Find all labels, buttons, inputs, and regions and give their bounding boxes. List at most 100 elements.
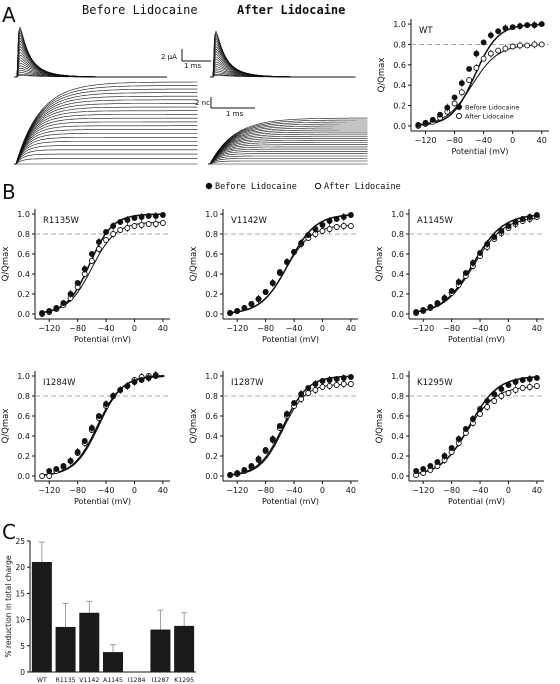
before-point [526,376,533,382]
after-point [512,387,519,393]
charge-traces-after [208,117,368,165]
charge-trace [208,158,368,165]
before-fit-curve [40,213,165,314]
y-tick-label: 0.6 [391,412,404,421]
before-point [458,80,465,87]
before-point [255,456,262,462]
chart-i1287w: 0.0 0.2 0.4 0.6 0.8 1.0 −120 −80 −40 0 40 Potential… [189,371,358,506]
y-tick-label: 0.0 [391,472,404,481]
before-point [248,463,255,469]
y-tick-label: 0.4 [391,432,404,441]
before-point [103,229,110,235]
charge-trace [14,95,198,165]
after-point [340,381,347,387]
after-point [477,411,484,417]
y-tick-label: 0.0 [391,310,404,319]
before-point [495,28,502,35]
before-point [524,22,531,29]
x-tick-label: 40 [532,486,542,495]
after-point [498,393,505,399]
after-point [326,226,333,232]
before-point [53,466,60,472]
after-point [152,221,159,227]
before-point [262,289,269,295]
charge-trace [14,129,198,165]
before-point [512,379,519,385]
after-point [538,41,545,48]
y-tick-label: 0.2 [391,452,404,461]
charge-trace [14,149,198,165]
before-point [333,216,340,222]
x-tick-label: 0 [132,486,137,495]
charge-trace [14,121,198,165]
current-trace [210,40,356,78]
category-label: A1145 [103,677,123,684]
y-tick-label: 0.8 [17,392,30,401]
before-point [74,449,81,455]
charge-trace [14,153,198,165]
y-tick-label: 0.8 [17,230,30,239]
chart-label: R1135W [43,216,80,226]
y-tick-label: 0.4 [17,432,30,441]
before-point [340,375,347,381]
y-tick-label: 0.4 [205,432,218,441]
x-tick-label: 0 [132,324,137,333]
after-point [333,224,340,230]
y-axis-label: Q/Qmax [189,247,199,282]
charge-trace [208,129,368,165]
after-point [533,383,540,389]
y-tick-label: 0.0 [393,122,406,131]
y-tick-label: 0.2 [205,452,218,461]
before-point [533,375,540,381]
charge-trace [14,81,198,165]
x-tick-label: 40 [537,136,547,145]
bar [150,629,171,672]
y-axis-label: Q/Qmax [1,247,11,282]
x-tick-label: 40 [158,324,168,333]
x-tick-label: −120 [226,324,248,333]
before-point [448,445,455,451]
before-point [145,213,152,219]
bar [55,626,76,672]
before-point [95,413,102,419]
before-point [434,459,441,465]
y-tick-label: 0.0 [205,472,218,481]
x-tick-label: −80 [257,486,274,495]
after-point [319,228,326,234]
y-tick-label: 0.0 [17,472,30,481]
title-after-lidocaine: After Lidocaine [237,3,345,17]
charge-trace [14,158,198,165]
before-point [283,411,290,417]
charge-trace [14,103,198,165]
after-point [458,89,465,96]
x-tick-label: 0 [320,486,325,495]
before-point [319,222,326,228]
chart-i1284w: 0.0 0.2 0.4 0.6 0.8 1.0 −120 −80 −40 0 40 Potential… [1,371,170,506]
after-point [46,473,53,479]
charge-trace [14,114,198,165]
before-point [81,266,88,272]
y-tick-label: 0.6 [17,250,30,259]
after-point [505,390,512,396]
before-point [505,382,512,388]
before-point [448,288,455,294]
after-point [347,223,354,229]
charge-trace [208,142,368,165]
after-point [524,42,531,49]
gating-current-traces-after [210,30,356,78]
y-tick-label: 0.6 [391,250,404,259]
after-point [487,50,494,57]
y-tick-label: 0.2 [391,290,404,299]
before-point [455,436,462,442]
y-tick-label: 25 [15,537,25,546]
category-label: I1284 [128,677,146,684]
before-point [312,381,319,387]
after-fit-curve [40,374,165,476]
before-point [519,216,526,222]
y-tick-label: 1.0 [17,210,30,219]
before-point [305,385,312,391]
x-tick-label: −120 [38,324,60,333]
y-tick-label: 0.4 [205,270,218,279]
x-tick-label: −40 [286,324,303,333]
before-point [484,398,491,404]
